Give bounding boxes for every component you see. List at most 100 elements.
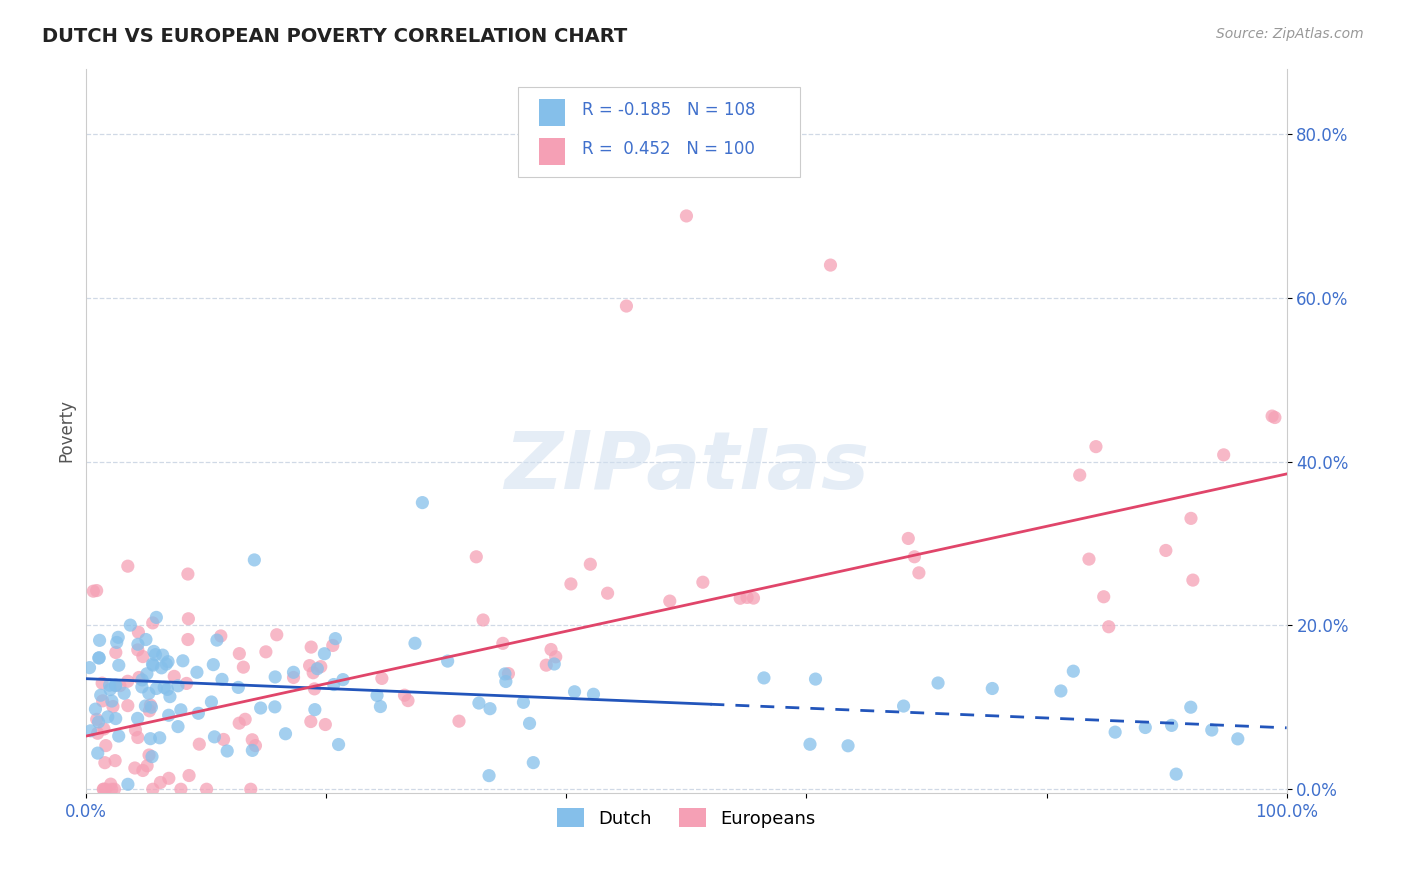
Point — [1160, 718, 1182, 732]
Text: DUTCH VS EUROPEAN POVERTY CORRELATION CHART: DUTCH VS EUROPEAN POVERTY CORRELATION CH… — [42, 27, 627, 45]
Point — [159, 690, 181, 704]
Point — [172, 654, 194, 668]
Point — [735, 591, 758, 605]
Point — [479, 701, 502, 715]
Point — [249, 701, 271, 715]
Point — [103, 782, 125, 797]
Point — [304, 703, 326, 717]
FancyBboxPatch shape — [519, 87, 800, 178]
Point — [117, 674, 139, 689]
Point — [298, 658, 321, 673]
Point — [404, 636, 426, 650]
Point — [127, 731, 149, 745]
Point — [87, 746, 110, 760]
Point — [188, 737, 211, 751]
Point — [254, 645, 277, 659]
Point — [820, 258, 842, 272]
Point — [1084, 440, 1107, 454]
Point — [89, 633, 111, 648]
Text: R = -0.185   N = 108: R = -0.185 N = 108 — [582, 102, 755, 120]
Point — [138, 704, 160, 718]
Point — [91, 694, 114, 708]
Point — [94, 782, 117, 797]
Point — [155, 657, 177, 671]
Point — [243, 553, 266, 567]
Point — [141, 749, 163, 764]
Point — [752, 671, 775, 685]
Point — [139, 731, 162, 746]
Point — [468, 696, 491, 710]
Point — [98, 678, 121, 692]
Point — [94, 739, 117, 753]
Point — [108, 679, 131, 693]
Point — [228, 647, 250, 661]
Point — [274, 727, 297, 741]
Point — [232, 660, 254, 674]
Point — [152, 648, 174, 662]
Point — [136, 666, 159, 681]
Point — [217, 744, 239, 758]
Point — [1098, 620, 1121, 634]
Point — [897, 532, 920, 546]
Point — [239, 782, 262, 797]
Point — [1181, 573, 1204, 587]
Point — [104, 679, 127, 693]
Point — [131, 680, 153, 694]
Text: Source: ZipAtlas.com: Source: ZipAtlas.com — [1216, 27, 1364, 41]
Point — [177, 632, 200, 647]
Point — [211, 673, 233, 687]
Point — [1180, 511, 1202, 525]
Point — [124, 723, 146, 737]
Point — [128, 670, 150, 684]
Point — [84, 702, 107, 716]
Point — [240, 743, 263, 757]
Point — [149, 731, 172, 745]
Point — [157, 772, 180, 786]
Point — [498, 666, 520, 681]
Point — [117, 777, 139, 791]
Point — [167, 679, 190, 693]
Point — [266, 628, 288, 642]
Point — [94, 756, 117, 770]
Point — [117, 698, 139, 713]
Point — [658, 594, 681, 608]
Point — [616, 299, 638, 313]
Point — [200, 695, 222, 709]
Point — [204, 730, 226, 744]
Point — [226, 681, 249, 695]
Point — [540, 642, 562, 657]
Point — [799, 737, 821, 751]
Point — [837, 739, 859, 753]
Point — [325, 632, 347, 646]
Point — [86, 726, 108, 740]
Point — [138, 747, 160, 762]
Point — [478, 769, 501, 783]
Point — [145, 681, 167, 696]
Text: ZIPatlas: ZIPatlas — [503, 428, 869, 506]
Point — [314, 647, 336, 661]
Point — [89, 650, 111, 665]
Point — [1226, 731, 1249, 746]
Point — [302, 665, 325, 680]
Point — [1154, 543, 1177, 558]
Point — [692, 575, 714, 590]
Point — [544, 649, 567, 664]
Point — [283, 665, 305, 680]
Legend: Dutch, Europeans: Dutch, Europeans — [550, 801, 823, 835]
Point — [263, 699, 285, 714]
Point — [170, 782, 193, 797]
Point — [131, 673, 153, 687]
Point — [1261, 409, 1284, 423]
Point — [447, 714, 470, 728]
Point — [202, 657, 225, 672]
Point — [79, 660, 101, 674]
Point — [366, 689, 388, 703]
Point — [163, 669, 186, 683]
Point — [127, 637, 149, 651]
Point — [981, 681, 1004, 696]
Point — [120, 618, 142, 632]
Point — [1092, 590, 1115, 604]
Point — [124, 761, 146, 775]
Point — [87, 714, 110, 729]
Point — [596, 586, 619, 600]
